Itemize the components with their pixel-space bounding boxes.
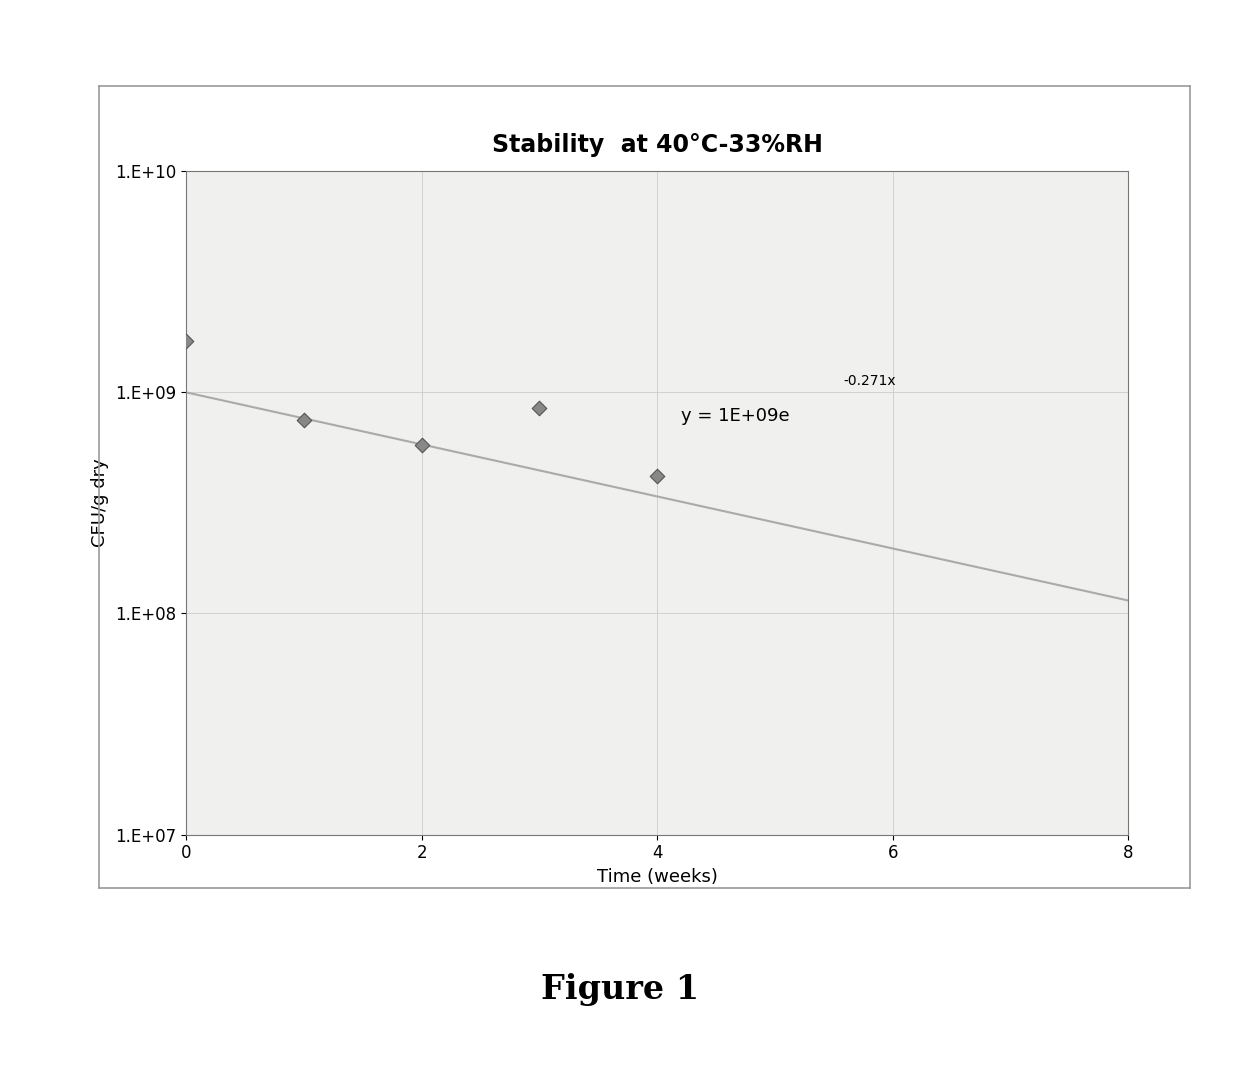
Text: Figure 1: Figure 1 <box>541 974 699 1006</box>
X-axis label: Time (weeks): Time (weeks) <box>596 868 718 886</box>
Text: y = 1E+09e: y = 1E+09e <box>681 408 790 425</box>
Point <box>176 333 196 350</box>
Title: Stability  at 40°C-33%RH: Stability at 40°C-33%RH <box>492 133 822 157</box>
Point <box>647 468 667 485</box>
Point <box>529 399 549 416</box>
Text: -0.271x: -0.271x <box>843 373 897 387</box>
Point <box>412 437 432 454</box>
Y-axis label: CFU/g dry: CFU/g dry <box>92 459 109 547</box>
Point <box>294 411 314 428</box>
